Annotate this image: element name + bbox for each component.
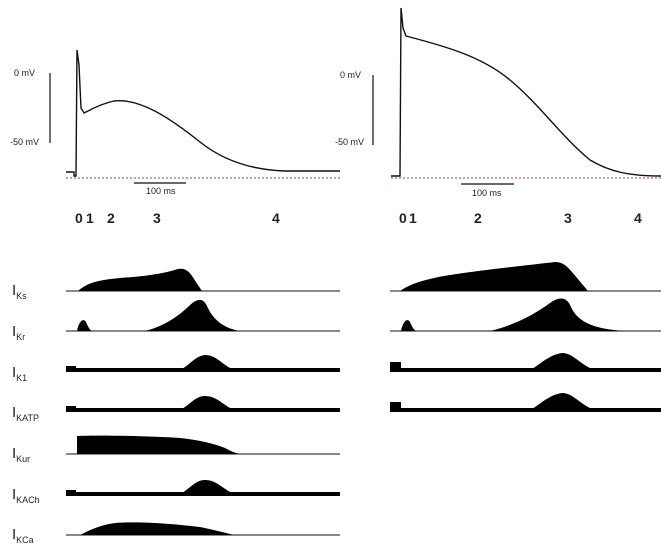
left-zero-mv-label: 0 mV (14, 68, 35, 78)
left-phase-2-label: 2 (107, 210, 115, 226)
right-ik1-baseline-band (390, 368, 661, 372)
right-action-potential-panel: 0 mV -50 mV 100 ms 0 1 2 3 4 (335, 7, 661, 226)
right-minus-50-mv-label: -50 mV (335, 137, 364, 147)
left-ik1-waveform (180, 355, 245, 370)
right-ikr-spike (401, 320, 416, 331)
left-action-potential-panel: 0 mV -50 mV 100 ms 0 1 2 3 4 (10, 49, 340, 226)
right-action-potential-trace (391, 7, 661, 177)
left-time-scale-label: 100 ms (146, 186, 176, 196)
left-ikatp-waveform (180, 396, 245, 410)
right-phase-2-label: 2 (474, 210, 482, 226)
left-current-traces (66, 268, 340, 536)
current-label-ikr: IKr (12, 323, 25, 342)
left-iks-waveform (78, 268, 202, 291)
right-ik1-waveform (530, 353, 605, 370)
right-ikatp-baseline-band (390, 408, 661, 412)
left-phase-3-label: 3 (153, 210, 161, 226)
left-phase-4-label: 4 (272, 210, 280, 226)
current-label-ik1: IK1 (12, 364, 27, 383)
right-phase-3-label: 3 (564, 210, 572, 226)
right-ikatp-start-block (390, 402, 401, 412)
right-ikr-waveform (490, 298, 625, 331)
current-labels: IKs IKr IK1 IKATP IKur IKACh IKCa (12, 282, 40, 545)
left-phase-1-label: 1 (86, 210, 94, 226)
right-ik1-start-block (390, 362, 401, 372)
right-ikatp-waveform (530, 393, 605, 410)
current-label-ikur: IKur (12, 445, 30, 464)
left-ikr-waveform (145, 299, 240, 331)
left-ikur-waveform (77, 435, 242, 454)
right-phase-1-label: 1 (409, 210, 417, 226)
right-phase-0-label: 0 (399, 210, 407, 226)
right-current-traces (390, 262, 661, 412)
left-ikach-waveform (180, 480, 245, 494)
left-ikach-start-block (66, 490, 76, 496)
left-ikr-spike (77, 320, 92, 331)
right-zero-mv-label: 0 mV (340, 70, 361, 80)
left-ikatp-start-block (66, 406, 76, 412)
current-label-ikca: IKCa (12, 526, 34, 545)
left-minus-50-mv-label: -50 mV (10, 137, 39, 147)
right-time-scale-label: 100 ms (472, 188, 502, 198)
left-ik1-start-block (66, 366, 76, 372)
right-phase-4-label: 4 (634, 210, 642, 226)
current-label-iks: IKs (12, 282, 27, 301)
current-label-ikach: IKACh (12, 486, 40, 505)
right-iks-waveform (400, 262, 588, 291)
left-ikca-waveform (80, 522, 235, 535)
current-label-ikatp: IKATP (12, 404, 39, 423)
left-phase-0-label: 0 (75, 210, 83, 226)
left-action-potential-trace (66, 49, 340, 177)
